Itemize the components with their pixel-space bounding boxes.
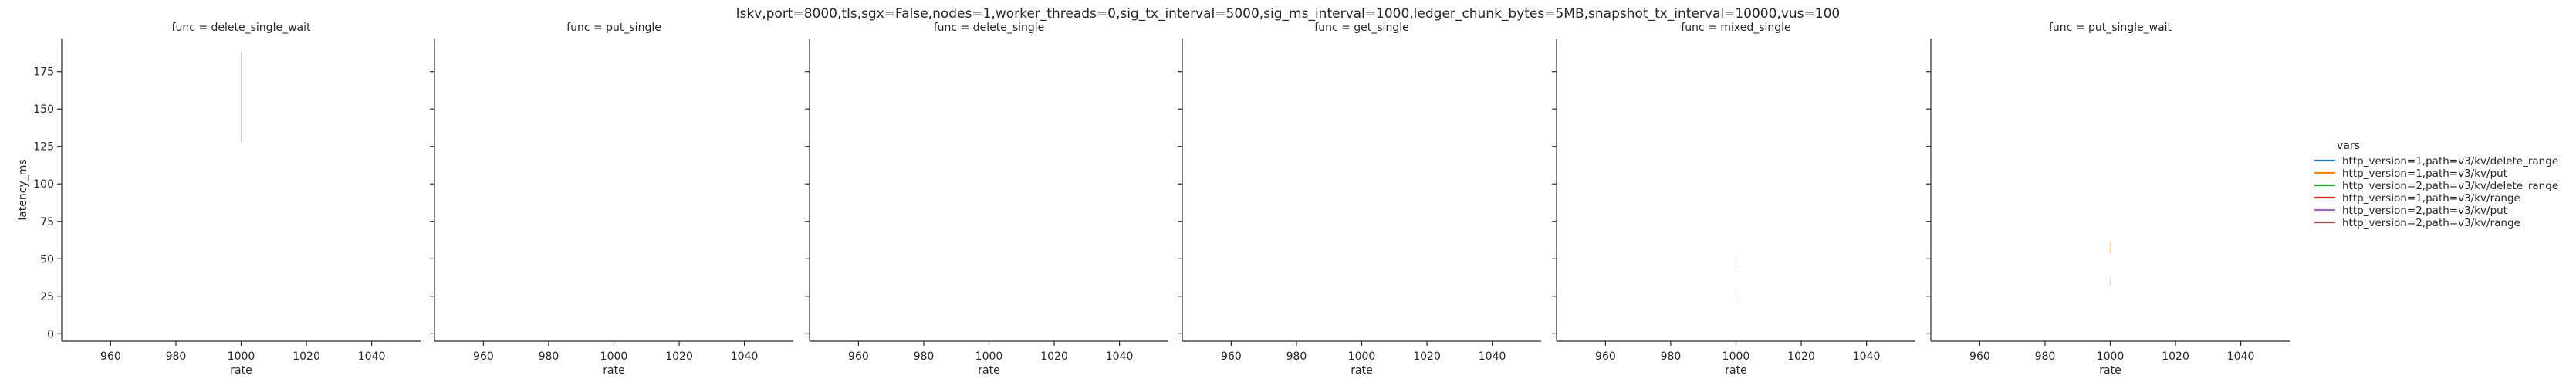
y-tick-label: 100	[33, 178, 54, 191]
x-axis-label: rate	[1725, 364, 1746, 377]
x-tick-label: 1040	[731, 350, 759, 363]
y-tick-label: 75	[40, 216, 54, 229]
x-tick-label: 1000	[600, 350, 628, 363]
panel-title: func = delete_single_wait	[172, 22, 311, 34]
x-axis-label: rate	[603, 364, 624, 377]
facet-panel: func = put_single_wait 960 980 1000 1020 1040…	[1926, 22, 2290, 377]
x-tick-label: 1000	[1348, 350, 1376, 363]
x-tick-label: 960	[1221, 350, 1242, 363]
panel-title: func = delete_single	[934, 22, 1045, 34]
x-tick-label: 1040	[1479, 350, 1506, 363]
figure-suptitle: lskv,port=8000,tls,sgx=False,nodes=1,wor…	[736, 6, 1840, 22]
x-tick-label: 1020	[2162, 350, 2189, 363]
legend-label: http_version=1,path=v3/kv/delete_range	[2342, 155, 2558, 168]
x-tick-label: 1020	[1413, 350, 1441, 363]
x-tick-label: 1020	[1040, 350, 1068, 363]
legend-title: vars	[2337, 140, 2360, 152]
legend-label: http_version=1,path=v3/kv/put	[2342, 168, 2507, 180]
x-axis-label: rate	[2099, 364, 2121, 377]
legend-label: http_version=2,path=v3/kv/delete_range	[2342, 180, 2558, 192]
x-tick-label: 980	[166, 350, 187, 363]
x-tick-label: 960	[848, 350, 869, 363]
panel-title: func = get_single	[1314, 22, 1408, 34]
x-tick-label: 1000	[1722, 350, 1750, 363]
x-tick-label: 960	[473, 350, 494, 363]
x-tick-label: 1040	[1106, 350, 1134, 363]
y-tick-label: 175	[33, 66, 54, 79]
legend-entries: http_version=1,path=v3/kv/delete_rangeht…	[2314, 155, 2558, 229]
x-tick-label: 960	[1595, 350, 1616, 363]
panel-title: func = put_single	[566, 22, 661, 34]
x-tick-label: 1020	[292, 350, 320, 363]
x-tick-label: 1000	[975, 350, 1003, 363]
legend-label: http_version=2,path=v3/kv/range	[2342, 217, 2520, 229]
facet-panel: func = delete_single 960 980 1000 1020 1040 ra…	[805, 22, 1168, 377]
x-axis-label: rate	[1351, 364, 1372, 377]
x-tick-label: 980	[2035, 350, 2056, 363]
x-tick-label: 1040	[2227, 350, 2255, 363]
facet-panel: func = get_single 960 980 1000 1020 1040 rate	[1178, 22, 1541, 377]
y-tick-label: 0	[47, 328, 54, 340]
x-tick-label: 1000	[2097, 350, 2125, 363]
x-tick-label: 1020	[1787, 350, 1815, 363]
facet-panel: func = mixed_single 960 980 1000 1020 1040 rat…	[1552, 22, 1915, 377]
x-tick-label: 980	[539, 350, 559, 363]
legend: vars http_version=1,path=v3/kv/delete_ra…	[2314, 140, 2558, 229]
x-tick-label: 960	[1969, 350, 1990, 363]
x-tick-label: 1040	[1853, 350, 1881, 363]
y-tick-label: 50	[40, 253, 54, 266]
legend-label: http_version=2,path=v3/kv/put	[2342, 205, 2507, 217]
x-tick-label: 980	[1661, 350, 1682, 363]
x-tick-label: 980	[1286, 350, 1307, 363]
x-tick-label: 980	[914, 350, 935, 363]
x-tick-label: 960	[100, 350, 121, 363]
x-tick-label: 1000	[228, 350, 255, 363]
legend-label: http_version=1,path=v3/kv/range	[2342, 192, 2520, 205]
x-axis-label: rate	[978, 364, 999, 377]
panel-title: func = mixed_single	[1681, 22, 1790, 34]
y-tick-label: 150	[33, 103, 54, 116]
x-axis-label: rate	[230, 364, 252, 377]
y-tick-label: 25	[40, 291, 54, 303]
y-axis-label: latency_ms	[17, 159, 29, 220]
facet-panel: func = put_single 960 980 1000 1020 1040 rate	[430, 22, 793, 377]
x-tick-label: 1040	[358, 350, 386, 363]
panel-title: func = put_single_wait	[2049, 22, 2172, 34]
x-tick-label: 1020	[665, 350, 693, 363]
y-tick-label: 125	[33, 141, 54, 154]
